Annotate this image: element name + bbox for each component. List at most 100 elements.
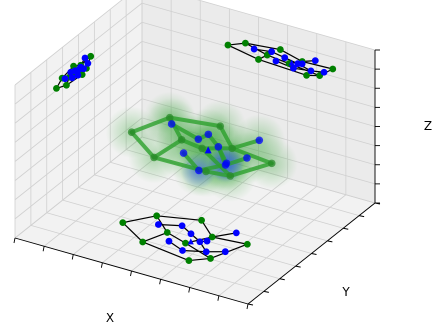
left-wall-projection bbox=[53, 52, 95, 92]
y-tick bbox=[279, 278, 285, 281]
projection-node bbox=[53, 84, 60, 92]
right-wall-projection bbox=[224, 39, 337, 80]
projection-edge bbox=[182, 249, 207, 253]
graph-node bbox=[204, 130, 213, 139]
graph-edge bbox=[167, 115, 223, 129]
graph-node bbox=[255, 136, 264, 145]
projection-node bbox=[329, 65, 337, 73]
projection-node bbox=[243, 240, 251, 248]
projection-node bbox=[182, 239, 189, 247]
graph-edge bbox=[152, 137, 184, 160]
projection-edge bbox=[166, 231, 186, 244]
projection-node bbox=[311, 57, 319, 65]
y-tick bbox=[374, 202, 381, 205]
x-axis-label: X bbox=[106, 311, 114, 325]
y-tick bbox=[311, 253, 317, 255]
graph-edge bbox=[129, 130, 157, 160]
x-tick bbox=[71, 254, 74, 260]
graph-node bbox=[150, 153, 158, 162]
projection-edge bbox=[245, 42, 281, 51]
direction-marker bbox=[187, 238, 194, 245]
projection-edge bbox=[142, 241, 190, 262]
projection-node bbox=[268, 48, 276, 56]
projection-node bbox=[84, 59, 92, 67]
projection-edge bbox=[122, 215, 157, 224]
y-tick bbox=[247, 303, 254, 306]
projection-node bbox=[255, 56, 262, 63]
graph-node bbox=[177, 136, 186, 144]
grid-line bbox=[78, 187, 312, 254]
grid-line bbox=[189, 186, 317, 288]
grid-line bbox=[141, 60, 376, 127]
graph-node bbox=[216, 122, 225, 130]
projection-edge bbox=[142, 231, 168, 243]
projection-edge bbox=[258, 58, 307, 76]
x-tick bbox=[130, 270, 132, 277]
graph-edge bbox=[230, 138, 262, 151]
direction-marker bbox=[74, 68, 81, 75]
projection-edge bbox=[280, 49, 303, 63]
projection-node bbox=[179, 247, 186, 254]
graph-edge bbox=[230, 146, 274, 166]
projection-node bbox=[153, 212, 161, 220]
y-tick bbox=[263, 290, 269, 293]
direction-marker bbox=[288, 59, 295, 66]
grid-line bbox=[197, 0, 376, 51]
grid-line bbox=[218, 194, 347, 297]
projection-node bbox=[232, 229, 240, 237]
y-axis-label: Y bbox=[341, 285, 350, 299]
projection-edge bbox=[188, 257, 211, 262]
projection-node bbox=[203, 237, 211, 245]
grid-line bbox=[94, 174, 328, 242]
projection-node bbox=[63, 81, 70, 89]
projection-edge bbox=[302, 60, 333, 70]
projection-node bbox=[224, 41, 232, 49]
y-tick bbox=[295, 265, 301, 268]
x-tick bbox=[246, 303, 249, 310]
projection-node bbox=[198, 216, 205, 224]
graph-node bbox=[267, 159, 276, 168]
projection-node bbox=[281, 54, 289, 62]
projection-node bbox=[139, 238, 147, 246]
x-tick bbox=[100, 262, 103, 268]
graph-edge bbox=[169, 121, 201, 142]
graph-node bbox=[167, 120, 176, 128]
y-tick bbox=[359, 215, 365, 218]
projection-node bbox=[178, 222, 186, 230]
graph-node bbox=[243, 154, 251, 162]
projection-node bbox=[290, 64, 297, 72]
x-tick bbox=[217, 295, 220, 301]
x-tick bbox=[13, 237, 16, 244]
projection-node bbox=[298, 60, 306, 68]
graph-edge bbox=[218, 124, 235, 151]
projection-node bbox=[154, 221, 162, 228]
grid-line bbox=[14, 2, 143, 105]
projection-node bbox=[307, 67, 315, 75]
projection-node bbox=[61, 75, 69, 83]
grid-line bbox=[14, 60, 143, 162]
x-tick bbox=[188, 287, 191, 293]
projection-edge bbox=[158, 223, 183, 227]
graph-node bbox=[222, 159, 231, 168]
graph-edge bbox=[228, 161, 274, 178]
projection-node bbox=[163, 229, 171, 236]
grid-line bbox=[14, 41, 143, 143]
grid-line bbox=[14, 0, 123, 86]
projection-edge bbox=[212, 232, 237, 238]
projection-node bbox=[320, 68, 328, 76]
projection-node bbox=[276, 46, 284, 53]
graph-node bbox=[228, 144, 236, 153]
x-tick bbox=[42, 246, 45, 252]
projection-node bbox=[187, 230, 195, 238]
projection-node bbox=[81, 54, 89, 62]
x-tick bbox=[159, 279, 162, 285]
projection-node bbox=[202, 248, 210, 256]
projection-node bbox=[221, 248, 229, 256]
floor-projection bbox=[119, 212, 251, 264]
projection-node bbox=[272, 57, 280, 65]
projection-node bbox=[207, 255, 214, 262]
projection-node bbox=[241, 39, 249, 47]
graph-node bbox=[195, 166, 203, 175]
grid-line bbox=[160, 177, 288, 280]
